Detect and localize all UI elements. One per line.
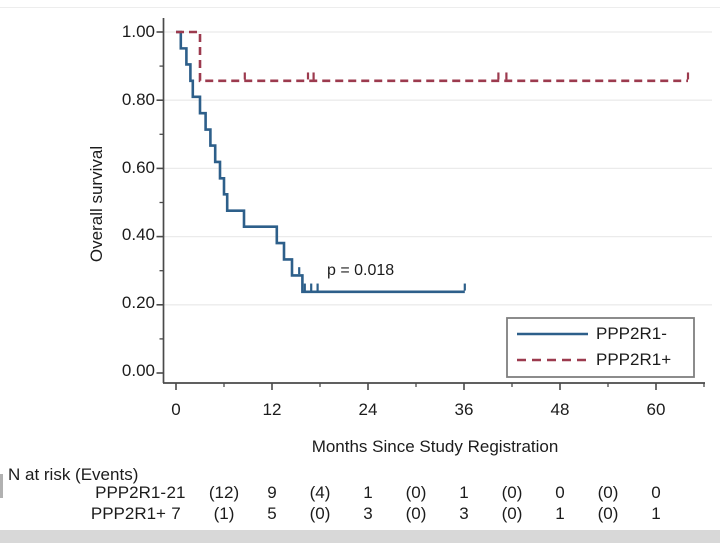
- risk-value: 5: [267, 504, 277, 523]
- x-tick-label: 48: [550, 400, 570, 419]
- risk-value: (0): [597, 504, 619, 523]
- risk-value: 9: [267, 483, 277, 502]
- risk-value: 0: [555, 483, 565, 502]
- legend-box: [506, 317, 695, 378]
- km-curve-ppp2r1-: [176, 30, 465, 294]
- legend-label-ppp2r1-plus: PPP2R1+: [596, 350, 672, 369]
- page-edge-strip: [0, 530, 720, 543]
- risk-value: 7: [171, 504, 181, 523]
- y-tick-label: 0.20: [121, 293, 155, 312]
- risk-value: 0: [651, 483, 661, 502]
- x-tick-label: 60: [646, 400, 666, 419]
- risk-value: (0): [405, 483, 427, 502]
- x-tick-label: 24: [358, 400, 378, 419]
- risk-value: (0): [597, 483, 619, 502]
- risk-table-title: N at risk (Events): [8, 465, 139, 484]
- y-tick-label: 0.80: [121, 90, 155, 109]
- risk-value: 1: [363, 483, 373, 502]
- risk-value: (12): [208, 483, 240, 502]
- risk-value: (4): [309, 483, 331, 502]
- risk-value: (0): [309, 504, 331, 523]
- risk-row-label-ppp2r1-minus: PPP2R1-: [95, 483, 166, 502]
- risk-value: 1: [459, 483, 469, 502]
- page-edge-artifact: [0, 474, 3, 498]
- risk-row-label-ppp2r1-plus: PPP2R1+: [90, 504, 166, 523]
- risk-value: 3: [459, 504, 469, 523]
- risk-value: 3: [363, 504, 373, 523]
- y-tick-label: 0.60: [121, 158, 155, 177]
- risk-value: 1: [651, 504, 661, 523]
- risk-value: (0): [405, 504, 427, 523]
- risk-value: 1: [555, 504, 565, 523]
- top-edge-line: [0, 7, 720, 8]
- risk-value: (0): [501, 483, 523, 502]
- x-tick-label: 36: [454, 400, 474, 419]
- risk-value: (1): [213, 504, 235, 523]
- x-tick-label: 12: [262, 400, 282, 419]
- risk-value: 21: [166, 483, 186, 502]
- y-tick-label: 1.00: [121, 22, 155, 41]
- x-axis-label: Months Since Study Registration: [311, 437, 559, 456]
- y-tick-label: 0.40: [121, 225, 155, 244]
- y-tick-label: 0.00: [121, 361, 155, 380]
- risk-value: (0): [501, 504, 523, 523]
- legend-label-ppp2r1-minus: PPP2R1-: [596, 324, 667, 343]
- p-value-annotation: p = 0.018: [327, 262, 395, 279]
- x-tick-label: 0: [171, 400, 181, 419]
- km-curve-ppp2r1+: [176, 30, 688, 83]
